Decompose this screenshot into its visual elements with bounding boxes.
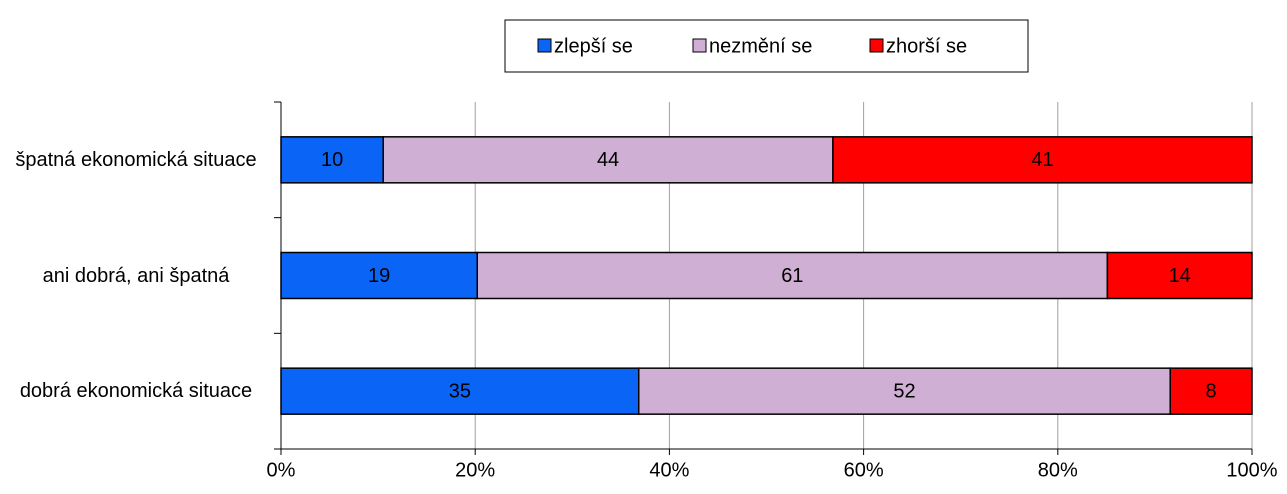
data-label: 61 — [781, 265, 803, 287]
data-label: 14 — [1169, 265, 1191, 287]
x-tick-label: 100% — [1226, 459, 1277, 481]
x-tick-label: 80% — [1038, 459, 1078, 481]
legend-box — [504, 19, 1029, 73]
y-tick-label: špatná ekonomická situace — [15, 148, 257, 171]
data-label: 41 — [1031, 149, 1053, 171]
bar-segment — [476, 251, 1109, 300]
data-label: 19 — [368, 265, 390, 287]
x-tick-label: 40% — [649, 459, 689, 481]
y-tick-label: dobrá ekonomická situace — [19, 380, 253, 403]
legend-label: zhorší se — [886, 35, 967, 57]
data-label: 10 — [321, 149, 343, 171]
legend-swatch — [869, 38, 884, 53]
bar-segment — [1169, 367, 1253, 415]
x-tick-label: 20% — [455, 459, 495, 481]
bar-segment — [832, 136, 1253, 184]
legend-label: nezmění se — [709, 35, 812, 57]
bar-segment — [280, 367, 640, 415]
bar-segment — [1106, 251, 1253, 300]
x-tick-label: 0% — [267, 459, 296, 481]
y-tick-label: ani dobrá, ani špatná — [42, 264, 230, 287]
bar-segment — [280, 136, 384, 184]
data-label: 35 — [449, 380, 471, 402]
data-label: 52 — [893, 380, 915, 402]
legend-label: zlepší se — [554, 35, 633, 57]
data-label: 8 — [1206, 380, 1217, 402]
bar-segment — [382, 136, 834, 184]
x-tick-label: 60% — [844, 459, 884, 481]
legend-swatch — [537, 38, 552, 53]
legend-swatch — [692, 38, 707, 53]
data-label: 44 — [597, 149, 619, 171]
